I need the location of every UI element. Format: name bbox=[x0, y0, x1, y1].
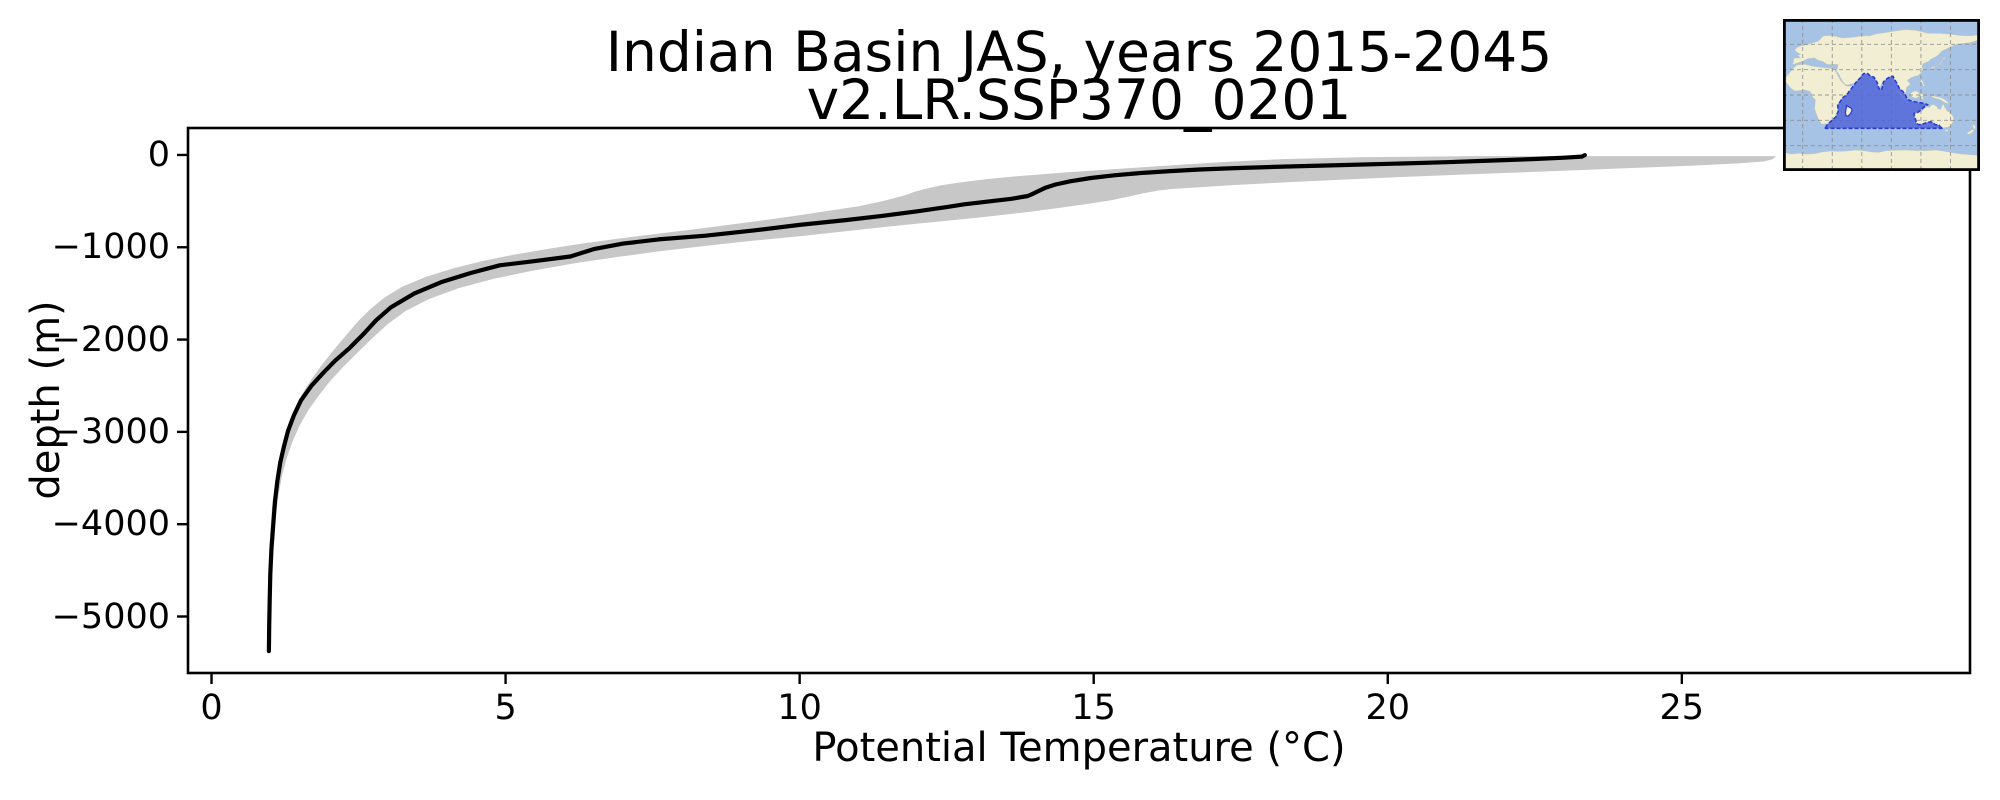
axis-ticks bbox=[177, 153, 1684, 684]
uncertainty-band bbox=[267, 156, 1776, 652]
x-tick-label: 10 bbox=[777, 688, 822, 728]
x-axis-label: Potential Temperature (°C) bbox=[812, 725, 1346, 771]
map-region-highlight bbox=[1824, 72, 1944, 130]
x-tick-label: 20 bbox=[1365, 688, 1411, 728]
y-tick-label: −5000 bbox=[51, 596, 170, 637]
chart-title-line-1: Indian Basin JAS, years 2015-2045 bbox=[605, 20, 1553, 84]
chart-title-line-2: v2.LR.SSP370_0201 bbox=[806, 68, 1352, 132]
y-tick-label: −1000 bbox=[51, 227, 170, 268]
y-tick-label: −3000 bbox=[51, 411, 170, 452]
axes-frame bbox=[186, 126, 1972, 675]
x-tick-label: 0 bbox=[200, 688, 223, 728]
temperature-profile-line bbox=[266, 153, 1587, 654]
y-tick-label: 0 bbox=[147, 134, 170, 175]
x-tick-label: 25 bbox=[1659, 688, 1705, 728]
y-tick-label: −4000 bbox=[51, 504, 170, 545]
map-frame bbox=[1783, 19, 1980, 171]
inset-region-map bbox=[1783, 19, 1980, 171]
y-tick-label: −2000 bbox=[51, 319, 170, 360]
x-tick-label: 15 bbox=[1071, 688, 1116, 728]
x-tick-label: 5 bbox=[494, 688, 517, 728]
